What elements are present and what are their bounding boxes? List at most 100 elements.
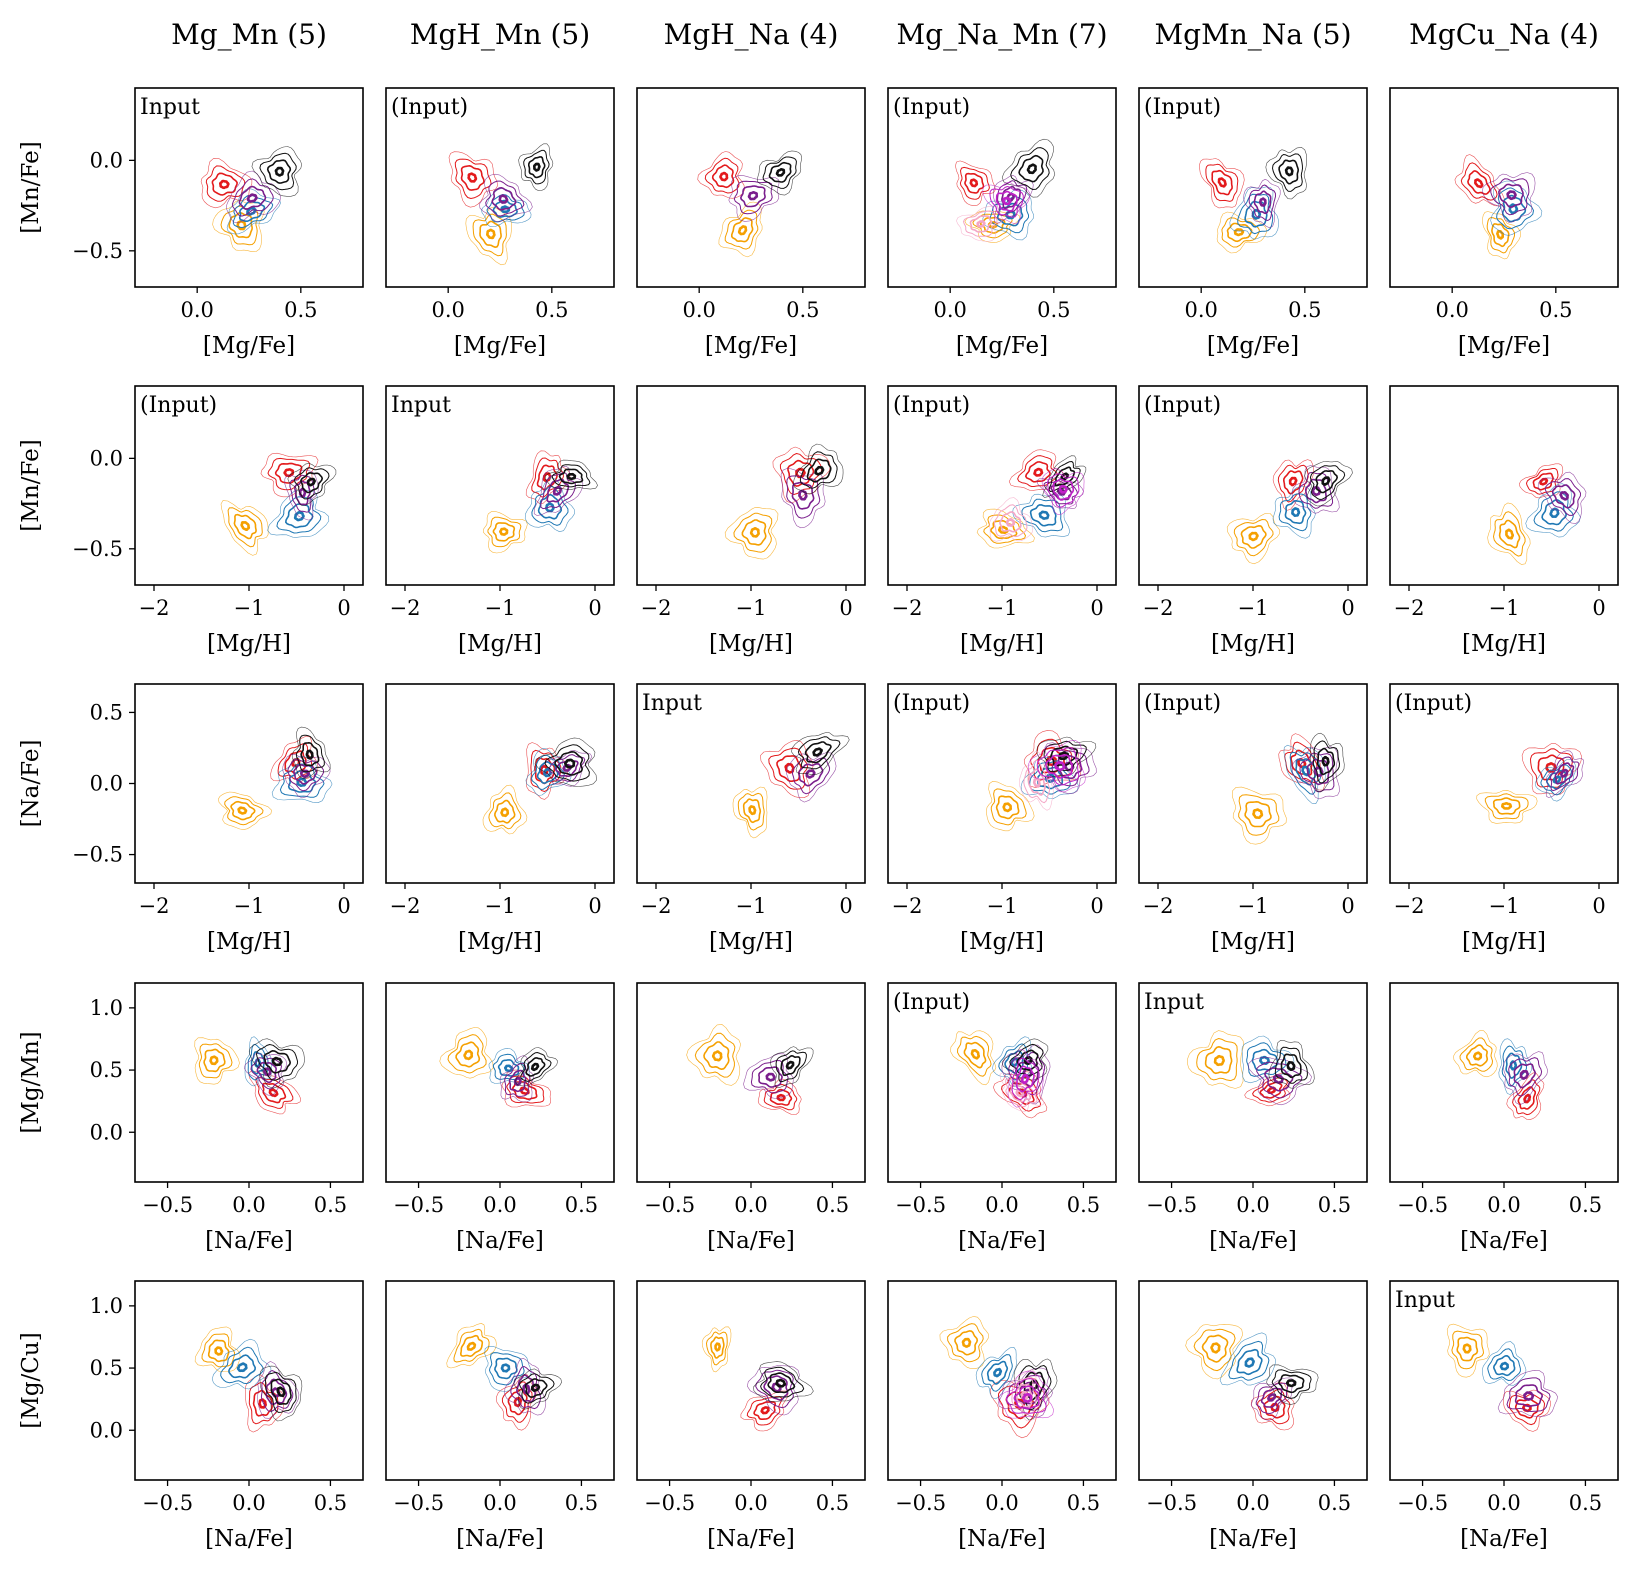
- contour-black-level-3: [804, 741, 832, 764]
- contour-blue-level-4: [296, 777, 308, 787]
- panel-input-tag: Input: [391, 393, 451, 418]
- panel-r1-c1: [129, 87, 364, 293]
- x-tick-label: 0.0: [232, 1193, 265, 1217]
- x-tick-label: 0: [1592, 894, 1605, 918]
- x-tick-label: 0: [839, 596, 852, 620]
- contour-orange-level-3: [230, 800, 256, 821]
- contour-magenta-level-4: [1002, 196, 1012, 206]
- contour-magenta-level-2: [1036, 747, 1080, 786]
- x-tick-label: −0.5: [644, 1193, 695, 1217]
- contour-pink-level-1: [989, 497, 1034, 542]
- contour-orange-level-2: [1486, 217, 1515, 254]
- panel-frame: [1138, 1280, 1368, 1481]
- x-tick-label: 0.0: [232, 1491, 265, 1515]
- contour-red-level-2: [501, 1381, 533, 1423]
- x-tick-label: −1: [485, 596, 516, 620]
- contour-black-level-1: [259, 1365, 303, 1422]
- x-tick-label: −2: [892, 894, 923, 918]
- column-title-4: Mg_Na_Mn (7): [896, 18, 1107, 51]
- x-tick-label: −0.5: [142, 1193, 193, 1217]
- panel-input-tag: (Input): [893, 691, 970, 716]
- contour-black-level-2: [256, 1044, 298, 1081]
- x-axis-label: [Mg/H]: [960, 631, 1044, 657]
- contour-purple-level-2: [1256, 1061, 1303, 1099]
- x-axis-label: [Na/Fe]: [1460, 1526, 1548, 1552]
- contour-blue-level-4: [293, 510, 305, 522]
- contour-purple-level-4: [1267, 1393, 1277, 1402]
- contour-red-level-2: [530, 749, 562, 792]
- contour-black-level-2: [523, 149, 550, 185]
- contour-magenta-level-3: [1016, 1065, 1035, 1093]
- panel-r3-c6: [1389, 683, 1619, 889]
- contour-pink-level-4: [1015, 1089, 1025, 1098]
- contour-purple-level-2: [485, 180, 525, 217]
- contour-black-level-2: [1274, 1046, 1308, 1084]
- column-title-1: Mg_Mn (5): [171, 18, 327, 51]
- contour-black-level-3: [266, 159, 292, 184]
- panel-r3-c3: [636, 683, 866, 889]
- contour-black-level-3: [806, 458, 832, 483]
- contour-purple-level-3: [1514, 1384, 1543, 1408]
- contour-purple-level-4: [765, 1072, 776, 1082]
- contour-orange-level-1: [218, 791, 272, 830]
- contour-black-level-3: [270, 1378, 292, 1405]
- contour-orange-level-2: [737, 792, 765, 831]
- panel-input-tag: (Input): [1144, 95, 1221, 120]
- panel-r2-c6: [1389, 385, 1619, 591]
- contour-orange-level-1: [1476, 790, 1538, 824]
- contour-blue-level-3: [1284, 500, 1307, 525]
- x-axis-label: [Na/Fe]: [707, 1228, 795, 1254]
- contour-orange-level-3: [460, 1334, 484, 1357]
- contour-red-level-2: [763, 1084, 798, 1111]
- contour-purple-level-1: [257, 1361, 300, 1419]
- contour-blue-level-1: [1490, 180, 1543, 236]
- contour-purple-level-4: [1272, 1074, 1284, 1084]
- contour-orange-level-1: [950, 1030, 997, 1086]
- contour-black-level-4: [530, 1062, 540, 1072]
- contour-red-level-3: [507, 1388, 528, 1416]
- contour-blue-level-3: [1251, 1048, 1279, 1071]
- contour-blue-level-4: [236, 1362, 248, 1373]
- contour-orange-level-3: [492, 522, 516, 542]
- contour-orange-level-3: [1466, 1044, 1489, 1067]
- contour-purple-level-1: [1503, 1051, 1548, 1106]
- contour-black-level-3: [263, 1050, 291, 1074]
- x-axis-label: [Mg/H]: [458, 631, 542, 657]
- contour-red-level-4: [1474, 178, 1484, 189]
- contour-purple-level-4: [552, 485, 563, 496]
- contour-black-level-1: [515, 1047, 558, 1087]
- contour-black-level-1: [753, 1361, 814, 1402]
- contour-red-level-2: [704, 157, 740, 194]
- x-axis-label: [Mg/H]: [207, 929, 291, 955]
- x-axis-label: [Na/Fe]: [205, 1228, 293, 1254]
- x-tick-label: 0.0: [985, 1491, 1018, 1515]
- panel-r2-c1: [129, 385, 364, 591]
- panel-input-tag: (Input): [893, 393, 970, 418]
- contour-blue-level-1: [488, 1048, 531, 1084]
- contour-red-level-1: [200, 158, 253, 209]
- x-axis-label: [Mg/H]: [458, 929, 542, 955]
- x-tick-label: 0.5: [1067, 1491, 1100, 1515]
- x-tick-label: 0.0: [1487, 1193, 1520, 1217]
- contour-purple-level-1: [1291, 746, 1340, 800]
- x-tick-label: −2: [1394, 894, 1425, 918]
- contour-orange-level-2: [201, 1333, 235, 1368]
- x-axis-label: [Mg/Fe]: [454, 333, 546, 359]
- y-tick-label: 1.0: [90, 996, 123, 1020]
- contour-black-level-2: [293, 467, 330, 500]
- contour-black-level-1: [1304, 461, 1353, 507]
- contour-blue-level-2: [1496, 187, 1534, 230]
- contour-purple-level-1: [728, 175, 780, 222]
- contour-purple-level-4: [498, 194, 509, 204]
- contour-blue-level-4: [993, 1367, 1003, 1378]
- x-axis-label: [Mg/H]: [1211, 929, 1295, 955]
- contour-black-level-2: [1309, 465, 1346, 500]
- contour-blue-level-1: [226, 188, 281, 235]
- x-tick-label: −0.5: [895, 1491, 946, 1515]
- contour-orange-level-1: [986, 781, 1035, 832]
- x-tick-label: 0.5: [535, 298, 568, 322]
- panel-frame: [636, 1280, 866, 1481]
- x-axis-label: [Mg/H]: [1462, 631, 1546, 657]
- contour-black-level-1: [1001, 138, 1056, 198]
- contour-blue-level-3: [997, 202, 1024, 227]
